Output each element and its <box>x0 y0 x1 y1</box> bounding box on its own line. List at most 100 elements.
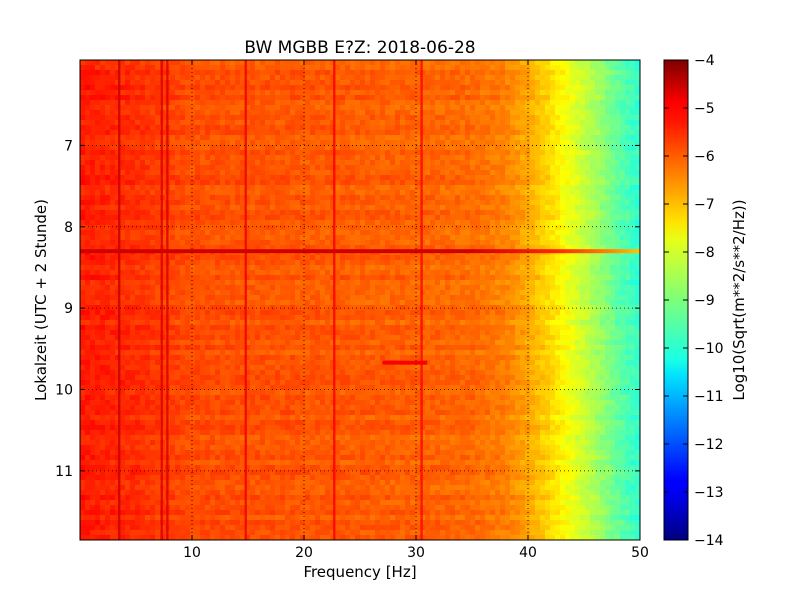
heatmap-cell <box>475 180 481 186</box>
heatmap-cell <box>565 200 571 206</box>
heatmap-cell <box>550 165 556 171</box>
heatmap-cell <box>370 235 376 241</box>
heatmap-cell <box>495 215 501 221</box>
heatmap-cell <box>380 95 386 101</box>
heatmap-cell <box>210 85 216 91</box>
heatmap-cell <box>565 255 571 261</box>
heatmap-cell <box>300 180 306 186</box>
heatmap-cell <box>565 145 571 151</box>
heatmap-cell <box>345 140 351 146</box>
heatmap-cell <box>195 100 201 106</box>
heatmap-cell <box>355 95 361 101</box>
heatmap-cell <box>95 65 101 71</box>
heatmap-cell <box>565 265 571 271</box>
heatmap-cell <box>415 275 421 281</box>
heatmap-cell <box>80 235 86 241</box>
heatmap-cell <box>345 230 351 236</box>
heatmap-cell <box>635 160 640 166</box>
heatmap-cell <box>90 205 96 211</box>
heatmap-cell <box>515 160 521 166</box>
heatmap-cell <box>80 85 86 91</box>
heatmap-cell <box>540 95 546 101</box>
heatmap-cell <box>275 165 281 171</box>
heatmap-cell <box>100 145 106 151</box>
heatmap-cell <box>445 275 451 281</box>
heatmap-cell <box>205 220 211 226</box>
heatmap-cell <box>185 70 191 76</box>
heatmap-cell <box>355 120 361 126</box>
heatmap-cell <box>275 130 281 136</box>
heatmap-cell <box>195 215 201 221</box>
heatmap-cell <box>135 210 141 216</box>
heatmap-cell <box>560 70 566 76</box>
heatmap-cell <box>135 245 141 251</box>
heatmap-cell <box>455 185 461 191</box>
heatmap-cell <box>330 260 336 266</box>
heatmap-cell <box>630 220 636 226</box>
heatmap-cell <box>525 95 531 101</box>
heatmap-cell <box>570 185 576 191</box>
heatmap-cell <box>235 255 241 261</box>
heatmap-cell <box>225 75 231 81</box>
heatmap-cell <box>580 205 586 211</box>
heatmap-cell <box>275 100 281 106</box>
heatmap-cell <box>250 245 256 251</box>
heatmap-cell <box>365 270 371 276</box>
heatmap-cell <box>260 100 266 106</box>
heatmap-cell <box>200 150 206 156</box>
heatmap-cell <box>570 90 576 96</box>
heatmap-cell <box>240 165 246 171</box>
heatmap-cell <box>140 255 146 261</box>
heatmap-cell <box>100 150 106 156</box>
heatmap-cell <box>195 95 201 101</box>
heatmap-cell <box>195 185 201 191</box>
heatmap-cell <box>395 205 401 211</box>
heatmap-cell <box>305 215 311 221</box>
heatmap-cell <box>555 245 561 251</box>
heatmap-cell <box>405 235 411 241</box>
heatmap-cell <box>410 110 416 116</box>
heatmap-cell <box>260 185 266 191</box>
heatmap-cell <box>490 190 496 196</box>
heatmap-cell <box>625 265 631 271</box>
heatmap-cell <box>435 70 441 76</box>
heatmap-cell <box>620 275 626 281</box>
heatmap-cell <box>115 100 121 106</box>
heatmap-cell <box>455 275 461 281</box>
heatmap-cell <box>530 185 536 191</box>
heatmap-cell <box>235 215 241 221</box>
heatmap-cell <box>530 115 536 121</box>
heatmap-cell <box>475 185 481 191</box>
heatmap-cell <box>465 225 471 231</box>
heatmap-cell <box>500 275 506 281</box>
heatmap-cell <box>110 245 116 251</box>
heatmap-cell <box>625 225 631 231</box>
heatmap-cell <box>630 95 636 101</box>
heatmap-cell <box>255 125 261 131</box>
heatmap-cell <box>190 180 196 186</box>
heatmap-cell <box>305 115 311 121</box>
heatmap-cell <box>525 100 531 106</box>
heatmap-cell <box>320 275 326 281</box>
heatmap-cell <box>375 230 381 236</box>
heatmap-cell <box>230 115 236 121</box>
heatmap-cell <box>495 235 501 241</box>
heatmap-cell <box>545 185 551 191</box>
heatmap-cell <box>235 75 241 81</box>
heatmap-cell <box>570 100 576 106</box>
heatmap-cell <box>540 165 546 171</box>
heatmap-cell <box>305 165 311 171</box>
heatmap-cell <box>635 255 640 261</box>
heatmap-cell <box>330 280 336 286</box>
heatmap-cell <box>535 90 541 96</box>
heatmap-cell <box>215 170 221 176</box>
heatmap-cell <box>255 80 261 86</box>
heatmap-cell <box>365 60 371 66</box>
heatmap-cell <box>370 135 376 141</box>
heatmap-cell <box>250 265 256 271</box>
heatmap-cell <box>435 175 441 181</box>
heatmap-cell <box>515 170 521 176</box>
heatmap-cell <box>375 85 381 91</box>
heatmap-cell <box>550 175 556 181</box>
heatmap-cell <box>320 270 326 276</box>
